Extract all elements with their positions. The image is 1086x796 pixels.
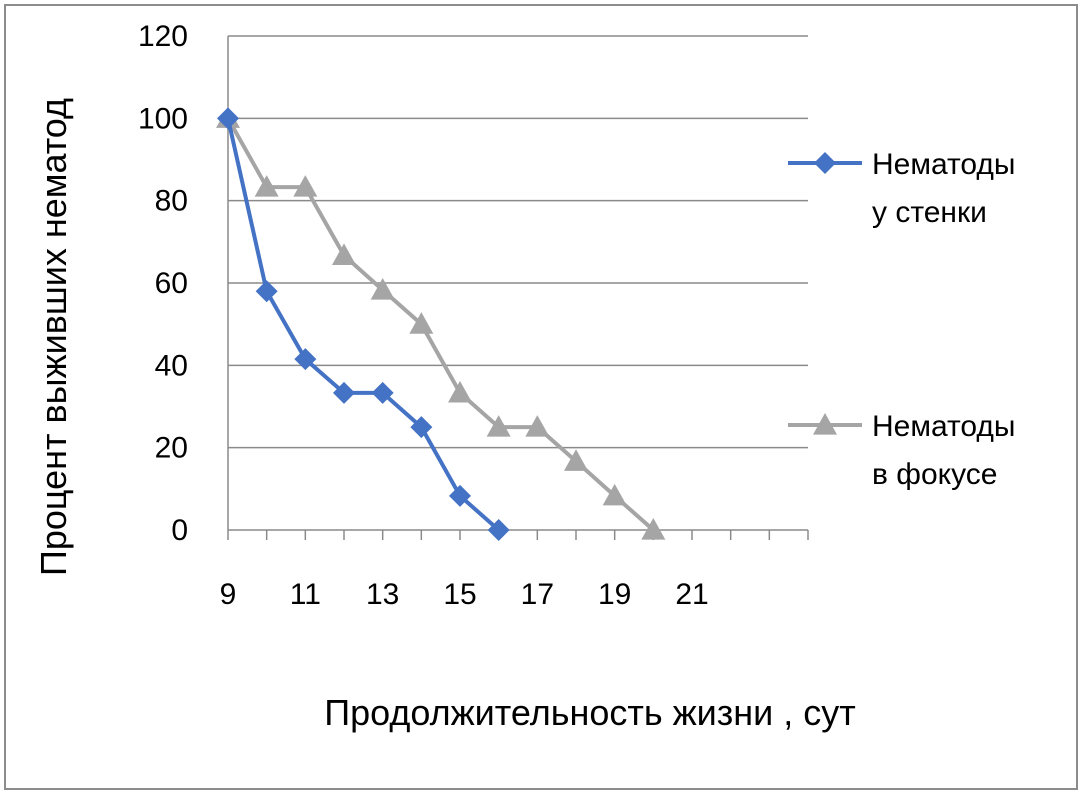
x-axis-title: Продолжительность жизни , сут [324,692,856,733]
x-tick-label-9: 9 [220,578,237,611]
data-point-0-4 [371,381,394,404]
grid-lines [228,35,808,449]
series-line-1 [226,117,655,532]
x-tick-label-17: 17 [521,578,554,611]
y-axis-title: Процент выживших нематод [33,98,74,576]
data-point-0-0 [217,107,239,130]
legend-label-1-0: Нематоды [872,410,1016,443]
axes [227,36,809,540]
data-point-1-7 [486,415,511,437]
data-point-1-8 [525,415,550,437]
series-0 [217,107,510,541]
y-tick-label-60: 60 [155,267,188,300]
y-tick-label-40: 40 [155,349,188,382]
tick-labels: 0 20 40 60 80 100 120 9 11 13 15 17 19 21 [138,20,709,611]
data-point-0-6 [449,484,471,507]
data-point-0-1 [255,280,278,303]
data-point-1-3 [332,243,356,266]
data-point-1-9 [564,449,588,471]
data-point-0-2 [294,348,317,371]
data-point-1-10 [602,483,627,506]
x-tick-label-21: 21 [675,578,708,611]
chart-frame [4,4,1078,790]
x-tick-label-19: 19 [598,578,631,611]
legend: Нематоды у стенки Нематоды в фокусе [788,148,1016,491]
y-tick-label-80: 80 [155,185,188,218]
y-tick-label-100: 100 [138,102,188,135]
legend-marker-0 [814,152,836,174]
data-point-1-11 [641,518,666,540]
y-tick-label-0: 0 [171,514,188,547]
legend-label-1-1: в фокусе [872,458,997,491]
legend-label-0-0: Нематоды [872,148,1016,181]
data-point-1-1 [254,175,279,197]
x-tick-label-11: 11 [290,578,321,611]
data-point-0-7 [487,519,510,541]
data-point-1-4 [370,277,395,300]
legend-label-0-1: у стенки [872,196,987,229]
series-layer [216,106,666,541]
y-tick-label-20: 20 [155,432,188,465]
x-tick-label-15: 15 [443,578,476,611]
data-point-0-3 [333,381,355,404]
data-point-0-5 [410,416,433,439]
legend-marker-1 [813,413,837,435]
y-tick-label-120: 120 [138,20,188,53]
series-line-0 [226,117,500,532]
data-point-1-2 [293,175,318,197]
data-point-1-5 [409,312,434,334]
data-point-1-6 [448,380,472,403]
x-tick-label-13: 13 [366,578,399,611]
